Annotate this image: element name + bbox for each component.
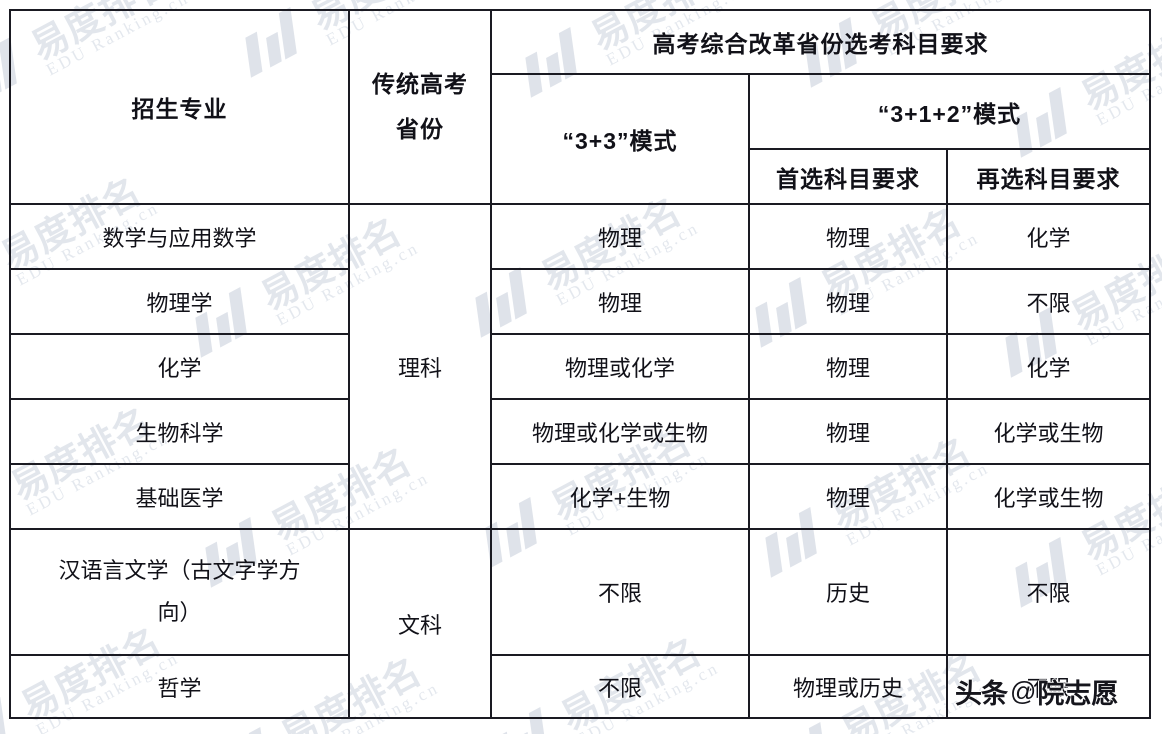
cell-major: 生物科学 — [9, 398, 350, 465]
cell-mode-33: 物理或化学 — [490, 333, 750, 400]
cell-second-choice: 化学 — [945, 203, 1152, 270]
account-watermark: 头条 @ 院志愿 — [955, 672, 1118, 711]
account-watermark-brand: 头条 — [955, 679, 1008, 709]
cell-stream-science: 理科 — [348, 203, 492, 530]
table-row: 数学与应用数学 理科 物理 物理 化学 — [9, 203, 1152, 530]
cell-major-line1: 汉语言文学（古文字学方 — [58, 558, 301, 584]
account-watermark-at-icon: @ — [1010, 676, 1037, 706]
cell-first-choice: 物理 — [748, 333, 948, 400]
cell-mode-33: 物理或化学或生物 — [490, 398, 750, 465]
header-first-choice: 首选科目要求 — [748, 148, 948, 205]
cell-major: 物理学 — [9, 268, 350, 335]
cell-mode-33: 物理 — [490, 268, 750, 335]
cell-mode-33: 不限 — [490, 654, 750, 719]
cell-mode-33: 化学+生物 — [490, 463, 750, 530]
table-header-row-3: 首选科目要求 再选科目要求 — [10, 148, 1152, 205]
cell-first-choice: 物理 — [748, 398, 948, 465]
cell-first-choice: 物理 — [748, 268, 948, 335]
cell-major: 哲学 — [9, 654, 350, 719]
cell-mode-33: 物理 — [490, 203, 750, 270]
cell-second-choice: 不限 — [945, 268, 1152, 335]
header-mode-312: “3+1+2”模式 — [747, 73, 1152, 150]
cell-second-choice: 化学 — [945, 333, 1152, 400]
cell-major: 数学与应用数学 — [9, 203, 350, 270]
header-traditional-stream-line2: 省份 — [396, 116, 444, 142]
header-major: 招生专业 — [9, 9, 350, 205]
subject-requirements-table: 招生专业 传统高考 省份 高考综合改革省份选考科目要求 “3+3”模式 “3+1… — [9, 9, 1152, 719]
header-reform-group: 高考综合改革省份选考科目要求 — [489, 9, 1152, 75]
subject-requirements-table-container: 招生专业 传统高考 省份 高考综合改革省份选考科目要求 “3+3”模式 “3+1… — [9, 9, 1152, 719]
cell-first-choice: 历史 — [748, 528, 948, 656]
cell-major: 汉语言文学（古文字学方 向） — [9, 528, 350, 656]
watermark-logo-icon — [766, 718, 850, 734]
cell-second-choice: 不限 — [945, 528, 1152, 656]
cell-second-choice: 化学或生物 — [945, 398, 1152, 465]
cell-first-choice: 物理 — [748, 203, 948, 270]
header-second-choice: 再选科目要求 — [945, 148, 1152, 205]
table-row: 化学 物理或化学 物理 化学 — [9, 333, 1152, 400]
table-row: 生物科学 物理或化学或生物 物理 化学或生物 — [9, 398, 1152, 465]
table-row: 基础医学 化学+生物 物理 化学或生物 — [9, 463, 1152, 530]
cell-first-choice: 物理 — [748, 463, 948, 530]
header-mode-33: “3+3”模式 — [490, 73, 750, 205]
cell-major-line2: 向） — [157, 600, 202, 625]
table-header-row-1: 招生专业 传统高考 省份 高考综合改革省份选考科目要求 — [9, 9, 1152, 205]
table-header-row-2: “3+3”模式 “3+1+2”模式 — [10, 73, 1152, 205]
cell-major: 化学 — [9, 333, 350, 400]
cell-second-choice: 化学或生物 — [945, 463, 1152, 530]
cell-mode-33: 不限 — [490, 528, 750, 656]
header-traditional-stream: 传统高考 省份 — [348, 9, 492, 205]
account-watermark-name: 院志愿 — [1037, 679, 1119, 709]
cell-second-choice: 不限 — [945, 654, 1152, 719]
cell-major: 基础医学 — [9, 463, 350, 530]
header-traditional-stream-line1: 传统高考 — [372, 71, 468, 98]
watermark-logo-icon — [206, 723, 290, 734]
table-row: 汉语言文学（古文字学方 向） 文科 不限 历史 不限 — [9, 528, 1152, 719]
table-row: 物理学 物理 物理 不限 — [9, 268, 1152, 335]
cell-stream-liberal-arts: 文科 — [348, 528, 492, 719]
cell-first-choice: 物理或历史 — [748, 654, 948, 719]
